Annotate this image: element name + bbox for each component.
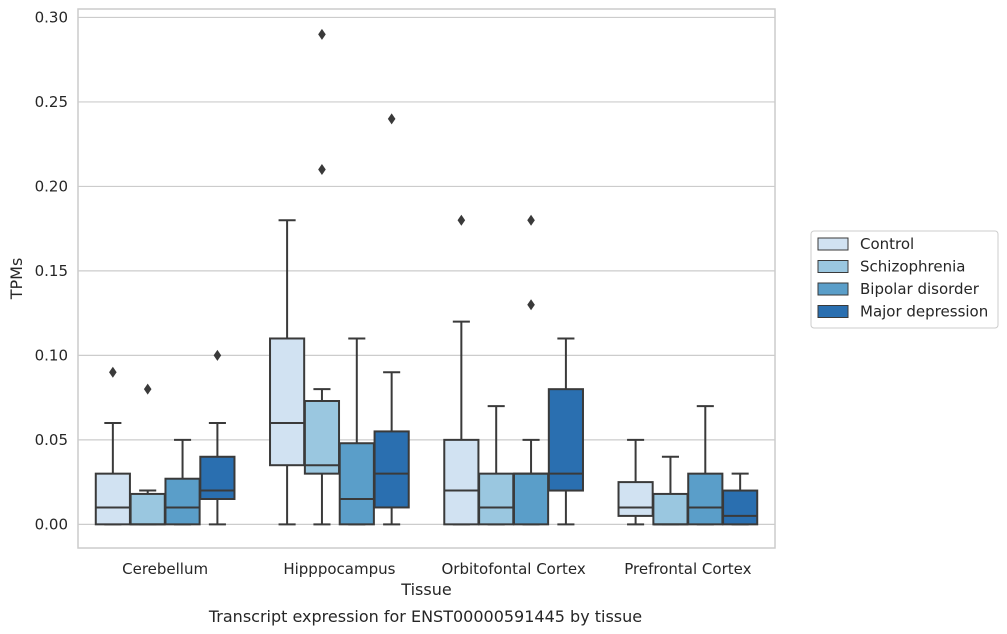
legend-item: Bipolar disorder bbox=[817, 280, 980, 298]
legend-label: Control bbox=[860, 235, 914, 253]
outlier-point bbox=[143, 383, 152, 395]
box-body bbox=[199, 455, 236, 500]
box-body bbox=[722, 489, 759, 526]
legend-swatch bbox=[817, 282, 849, 296]
boxes bbox=[94, 28, 759, 526]
gridlines bbox=[78, 16, 775, 525]
outlier-point bbox=[527, 299, 535, 311]
box-bipolar-disorder-3 bbox=[687, 405, 724, 526]
box-control-2 bbox=[443, 214, 480, 526]
y-tick-label: 0.00 bbox=[35, 515, 68, 533]
y-axis-label: TPMs bbox=[7, 258, 26, 301]
legend-label: Bipolar disorder bbox=[860, 280, 980, 298]
legend-label: Major depression bbox=[860, 303, 988, 321]
legend-item: Control bbox=[817, 235, 914, 253]
box-body bbox=[129, 492, 166, 526]
y-tick-label: 0.20 bbox=[35, 177, 68, 195]
outlier-point bbox=[527, 214, 535, 226]
box-major-depression-1 bbox=[373, 113, 410, 526]
x-tick-label: Cerebellum bbox=[122, 560, 208, 578]
x-tick-label: Orbitofontal Cortex bbox=[442, 560, 586, 578]
chart-caption: Transcript expression for ENST0000059144… bbox=[208, 607, 642, 626]
y-tick-labels: 0.00 0.05 0.10 0.15 0.20 0.25 0.30 bbox=[35, 8, 68, 533]
box-body bbox=[512, 472, 550, 526]
outlier-point bbox=[318, 28, 326, 40]
legend: Control Schizophrenia Bipolar disorder Majo… bbox=[810, 230, 999, 329]
box-major-depression-0 bbox=[199, 349, 236, 526]
box-schizophrenia-1 bbox=[303, 28, 341, 526]
box-body bbox=[94, 472, 131, 526]
x-tick-label: Prefrontal Cortex bbox=[624, 560, 751, 578]
y-tick-label: 0.10 bbox=[35, 346, 68, 364]
box-control-3 bbox=[617, 438, 654, 526]
outlier-point bbox=[457, 214, 466, 226]
legend-frame bbox=[810, 230, 999, 329]
box-control-1 bbox=[269, 219, 306, 526]
y-tick-label: 0.25 bbox=[35, 93, 68, 111]
legend-item: Major depression bbox=[817, 303, 988, 321]
box-body bbox=[652, 492, 689, 526]
x-axis-label: Tissue bbox=[400, 580, 451, 599]
legend-label: Schizophrenia bbox=[860, 258, 965, 276]
outlier-point bbox=[318, 164, 326, 176]
box-body bbox=[303, 400, 341, 475]
box-body bbox=[373, 430, 410, 509]
x-tick-label: Hipppocampus bbox=[283, 560, 395, 578]
y-tick-label: 0.05 bbox=[35, 431, 68, 449]
outlier-point bbox=[387, 113, 396, 125]
box-body bbox=[687, 472, 724, 526]
legend-swatch bbox=[817, 237, 849, 251]
box-schizophrenia-0 bbox=[129, 383, 166, 526]
box-control-0 bbox=[94, 366, 131, 526]
y-tick-label: 0.15 bbox=[35, 262, 68, 280]
box-schizophrenia-3 bbox=[652, 455, 689, 526]
box-body bbox=[164, 477, 201, 526]
box-body bbox=[478, 472, 515, 526]
box-body bbox=[443, 438, 480, 526]
box-bipolar-disorder-0 bbox=[164, 438, 201, 526]
outlier-point bbox=[109, 366, 117, 378]
box-body bbox=[338, 442, 375, 526]
plot-frame bbox=[77, 8, 776, 549]
x-tick-labels: Cerebellum Hipppocampus Orbitofontal Corte… bbox=[122, 560, 751, 578]
box-body bbox=[547, 388, 584, 492]
legend-swatch bbox=[817, 260, 849, 273]
box-major-depression-2 bbox=[547, 337, 584, 526]
legend-item: Schizophrenia bbox=[817, 258, 965, 276]
outlier-point bbox=[213, 349, 222, 361]
box-major-depression-3 bbox=[722, 472, 759, 526]
legend-swatch bbox=[817, 305, 849, 318]
box-bipolar-disorder-1 bbox=[338, 337, 375, 526]
y-tick-label: 0.30 bbox=[35, 8, 68, 26]
box-body bbox=[269, 337, 306, 467]
box-body bbox=[617, 481, 654, 517]
box-bipolar-disorder-2 bbox=[512, 214, 550, 526]
box-schizophrenia-2 bbox=[478, 405, 515, 526]
